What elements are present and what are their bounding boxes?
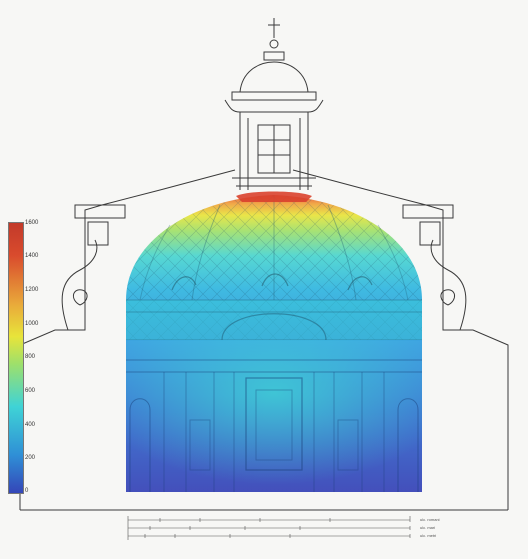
colorbar-tick: 1200 xyxy=(25,287,39,293)
lantern-base-hotspot xyxy=(236,191,312,202)
colorbar-tick: 1600 xyxy=(25,220,39,226)
colorbar-tick: 200 xyxy=(25,455,36,461)
colorbar-tick: 400 xyxy=(25,422,36,428)
drum-stress-overlay xyxy=(126,340,422,492)
scale-label: ulc. romani xyxy=(420,517,440,522)
colorbar-tick: 0 xyxy=(25,488,29,494)
colorbar-tick: 1400 xyxy=(25,253,39,259)
colorbar-tick: 1000 xyxy=(25,321,39,327)
building-outline xyxy=(19,169,509,511)
dome-stress-overlay xyxy=(126,195,422,341)
lantern xyxy=(224,18,324,190)
colorbar-gradient xyxy=(8,222,24,494)
scale-label: ulc. metri xyxy=(420,533,437,538)
scale-label: ulc. mari xyxy=(420,525,436,530)
scale-bar xyxy=(127,516,411,540)
colorbar-tick: 800 xyxy=(25,354,36,360)
colorbar-tick: 600 xyxy=(25,388,36,394)
colorbar: 1600 1400 1200 1000 800 600 400 200 0 xyxy=(8,220,48,494)
